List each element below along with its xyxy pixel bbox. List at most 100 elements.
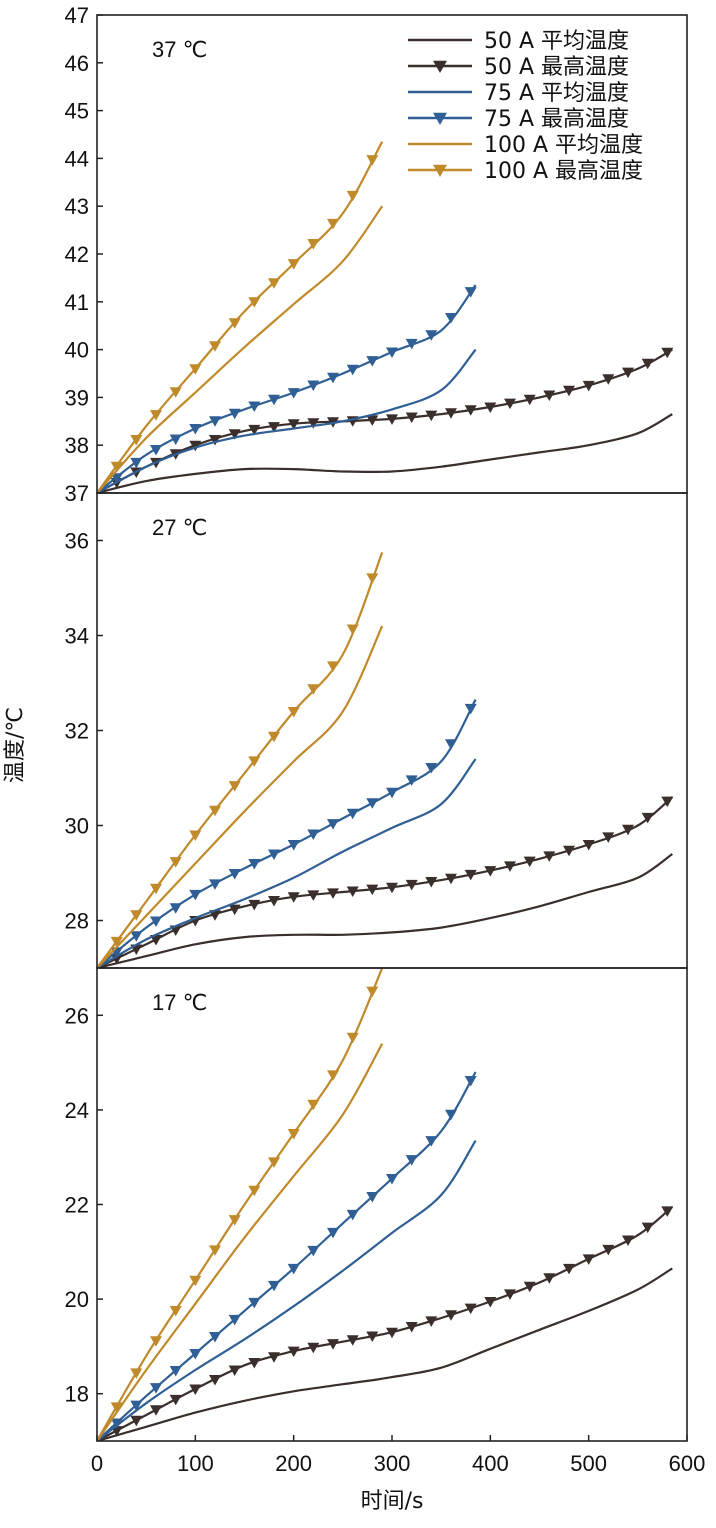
- series-marker: [209, 416, 221, 427]
- series-marker: [169, 1306, 182, 1317]
- series-marker: [228, 1215, 241, 1226]
- series-marker: [150, 445, 162, 456]
- series-marker: [464, 1303, 477, 1315]
- panel-frame: [96, 492, 688, 969]
- series-marker: [189, 364, 202, 375]
- series-marker: [464, 1076, 477, 1087]
- y-tick-label: 24: [65, 1098, 89, 1123]
- series-marker: [287, 259, 300, 270]
- series-marker: [287, 840, 300, 851]
- series-marker: [386, 414, 398, 425]
- series-marker: [425, 1316, 438, 1327]
- y-axis-label: 温度/℃: [3, 707, 28, 783]
- series-marker: [268, 896, 280, 907]
- y-tick-label: 43: [65, 194, 89, 219]
- series-marker: [307, 1245, 320, 1257]
- series-marker: [622, 1235, 634, 1246]
- series-marker: [543, 390, 556, 401]
- series-marker: [130, 1415, 143, 1427]
- series-marker: [228, 781, 241, 792]
- series-marker: [268, 1157, 280, 1168]
- series-marker: [425, 410, 438, 422]
- legend-entry: 50 A 最高温度: [484, 55, 629, 80]
- series-marker: [445, 313, 457, 324]
- series-marker: [307, 890, 320, 901]
- series-marker: [169, 1366, 182, 1377]
- series-marker: [366, 415, 379, 426]
- series-marker: [327, 218, 339, 230]
- series-marker: [228, 408, 241, 420]
- series-marker: [248, 1358, 261, 1369]
- series-marker: [386, 347, 398, 358]
- series-marker: [661, 1206, 674, 1217]
- series-marker: [582, 380, 595, 392]
- series-line: [97, 141, 384, 493]
- series-marker: [622, 824, 634, 836]
- series-marker: [287, 419, 300, 430]
- x-tick-label: 100: [177, 1451, 214, 1476]
- series-marker: [327, 1339, 339, 1350]
- series-marker: [661, 796, 674, 808]
- series-marker: [169, 434, 182, 445]
- series-marker: [386, 787, 398, 799]
- series-marker: [209, 1245, 221, 1256]
- series-line: [97, 1206, 673, 1441]
- y-tick-label: 41: [65, 290, 89, 315]
- series-marker: [268, 278, 280, 289]
- series-marker: [425, 1136, 438, 1147]
- y-tick-label: 44: [65, 146, 89, 171]
- series-marker: [366, 986, 379, 998]
- series-marker: [287, 1263, 300, 1275]
- series-marker: [641, 812, 654, 824]
- series-marker: [209, 1332, 221, 1343]
- series-marker: [248, 297, 261, 308]
- panel-frame: [96, 967, 688, 1442]
- series-marker: [464, 287, 477, 298]
- series-marker: [150, 1383, 162, 1394]
- series-marker: [523, 394, 536, 406]
- legend-marker: [433, 164, 447, 177]
- series-marker: [228, 869, 241, 880]
- x-tick-label: 0: [91, 1451, 103, 1476]
- series-marker: [189, 1349, 202, 1360]
- series-marker: [327, 1227, 339, 1239]
- series-marker: [287, 1346, 300, 1358]
- series-line: [97, 625, 384, 968]
- series-marker: [327, 661, 339, 672]
- y-tick-label: 28: [65, 909, 89, 934]
- series-marker: [504, 861, 516, 872]
- series-marker: [150, 935, 162, 946]
- series-marker: [268, 422, 280, 433]
- legend-entry: 75 A 最高温度: [484, 107, 629, 132]
- y-tick-label: 18: [65, 1382, 89, 1407]
- series-marker: [327, 372, 339, 384]
- series-marker: [189, 1384, 202, 1395]
- series-marker: [130, 1368, 143, 1379]
- series-marker: [464, 869, 477, 881]
- series-marker: [346, 1209, 359, 1221]
- series-marker: [248, 1185, 261, 1197]
- x-tick-label: 400: [472, 1451, 509, 1476]
- x-tick-label: 300: [374, 1451, 411, 1476]
- series-marker: [307, 239, 320, 250]
- series-marker: [209, 341, 221, 352]
- series-marker: [209, 435, 221, 446]
- series-marker: [346, 364, 359, 376]
- series-line: [97, 699, 477, 968]
- series-marker: [287, 892, 300, 903]
- series-marker: [130, 931, 143, 942]
- series-marker: [445, 1109, 457, 1121]
- series-marker: [602, 1244, 615, 1256]
- series-marker: [464, 405, 477, 416]
- legend-entry: 50 A 平均温度: [484, 29, 629, 54]
- series-marker: [268, 1352, 280, 1363]
- series-marker: [523, 1281, 536, 1293]
- series-marker: [110, 461, 123, 473]
- series-marker: [150, 1405, 162, 1416]
- series-marker: [169, 1394, 182, 1406]
- series-marker: [445, 739, 457, 750]
- series-marker: [425, 877, 438, 888]
- x-axis-label: 时间/s: [361, 1489, 424, 1514]
- series-marker: [268, 394, 280, 406]
- series-marker: [327, 819, 339, 830]
